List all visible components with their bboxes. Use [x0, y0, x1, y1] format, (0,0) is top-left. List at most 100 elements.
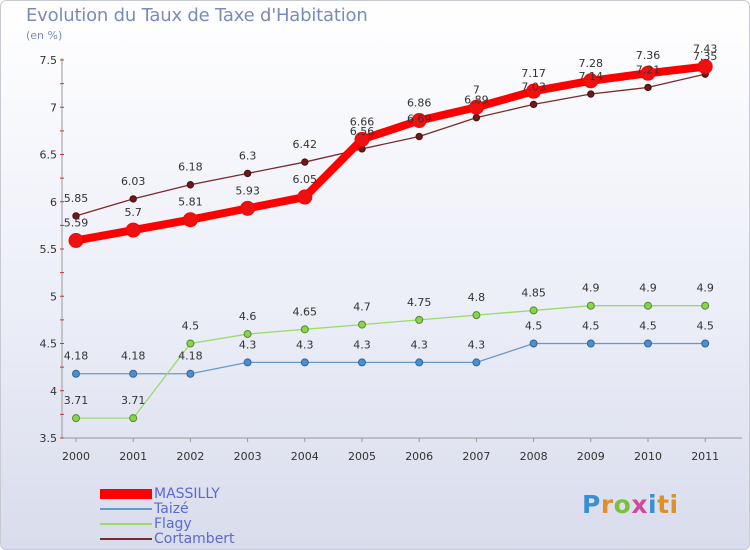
data-label-taiz: 4.5 [639, 320, 657, 333]
legend-swatch-taize [100, 508, 152, 510]
data-label-flagy: 4.85 [521, 286, 546, 299]
y-tick-label: 5 [50, 290, 57, 303]
legend-item-flagy: Flagy [100, 516, 192, 532]
data-label-massilly: 5.7 [124, 206, 142, 219]
data-label-cortambert: 6.3 [239, 149, 257, 162]
data-point-taiz [72, 369, 80, 378]
data-point-taiz [243, 358, 252, 367]
data-point-massilly [354, 131, 370, 147]
data-point-massilly [640, 65, 656, 81]
data-label-taiz: 4.3 [410, 338, 428, 351]
data-label-flagy: 4.75 [407, 296, 432, 309]
x-tick-label: 2000 [62, 450, 90, 463]
data-point-massilly [182, 212, 198, 228]
data-label-cortambert: 6.42 [293, 138, 318, 151]
data-label-massilly: 7 [473, 83, 480, 96]
data-point-taiz [644, 339, 652, 348]
series-line-taiz [75, 342, 706, 375]
x-tick-label: 2011 [691, 450, 719, 463]
series-line-massilly [72, 62, 710, 245]
data-label-flagy: 4.7 [353, 301, 371, 314]
data-label-massilly: 7.36 [636, 49, 661, 62]
x-tick-label: 2002 [176, 450, 204, 463]
data-point-flagy [586, 301, 595, 310]
data-point-cortambert [644, 83, 652, 92]
data-label-taiz: 4.5 [696, 320, 714, 333]
y-tick-label: 6.5 [40, 149, 58, 162]
data-point-taiz [472, 358, 481, 367]
data-label-massilly: 7.28 [579, 57, 604, 70]
legend-swatch-cortambert [100, 538, 152, 540]
chart-title: Evolution du Taux de Taxe d'Habitation [26, 5, 368, 26]
x-tick-label: 2003 [234, 450, 262, 463]
data-label-cortambert: 5.85 [64, 192, 89, 205]
data-label-cortambert: 7.21 [636, 63, 661, 76]
data-label-flagy: 4.8 [468, 291, 486, 304]
series-line-cortambert [75, 73, 706, 217]
data-label-taiz: 4.3 [296, 338, 314, 351]
data-label-cortambert: 6.03 [121, 175, 146, 188]
y-tick-label: 6 [50, 196, 57, 209]
x-tick-label: 2008 [520, 450, 548, 463]
data-point-cortambert [129, 195, 137, 203]
data-label-massilly: 7.17 [521, 67, 546, 80]
data-point-massilly [125, 222, 141, 238]
legend-label-flagy: Flagy [154, 516, 192, 532]
data-point-taiz [358, 358, 366, 367]
data-label-massilly: 5.81 [178, 196, 203, 209]
data-label-flagy: 4.65 [293, 305, 318, 318]
series-line-flagy [75, 305, 706, 419]
data-label-flagy: 3.71 [64, 394, 89, 407]
x-tick-label: 2010 [634, 450, 662, 463]
data-point-massilly [240, 200, 256, 216]
data-point-flagy [529, 306, 538, 315]
data-point-cortambert [301, 158, 309, 166]
data-point-massilly [297, 189, 313, 205]
x-tick-label: 2007 [462, 450, 490, 463]
data-label-cortambert: 6.69 [407, 113, 432, 126]
data-point-flagy [415, 315, 424, 324]
y-tick-label: 7.5 [40, 54, 58, 67]
data-label-massilly: 6.86 [407, 96, 432, 109]
data-point-taiz [529, 339, 538, 348]
chart-unit: (en %) [26, 29, 63, 42]
data-label-flagy: 4.6 [239, 310, 257, 323]
legend-item-taize: Taizé [100, 501, 189, 517]
data-label-taiz: 4.3 [468, 338, 486, 351]
data-point-taiz [415, 358, 424, 367]
legend-label-massilly: MASSILLY [154, 486, 220, 502]
data-label-cortambert: 6.89 [464, 94, 489, 107]
data-point-taiz [300, 358, 309, 367]
data-label-flagy: 4.9 [696, 282, 714, 295]
data-point-massilly [697, 59, 713, 75]
y-tick-label: 7 [50, 101, 57, 114]
data-point-cortambert [587, 90, 595, 98]
data-point-cortambert [529, 100, 538, 109]
data-label-cortambert: 7.14 [579, 70, 604, 83]
x-tick-label: 2005 [348, 450, 376, 463]
data-point-cortambert [72, 212, 80, 220]
data-label-massilly: 7.43 [693, 43, 718, 56]
data-label-flagy: 4.9 [582, 282, 600, 295]
data-label-taiz: 4.18 [178, 350, 203, 363]
data-label-massilly: 6.05 [293, 173, 318, 186]
data-point-flagy [701, 301, 710, 310]
data-point-cortambert [186, 181, 195, 189]
data-point-cortambert [415, 132, 423, 141]
legend-label-taize: Taizé [154, 501, 189, 517]
data-point-massilly [411, 112, 427, 128]
x-tick-label: 2001 [119, 450, 147, 463]
data-point-massilly [468, 99, 484, 115]
x-tick-label: 2006 [405, 450, 433, 463]
data-point-flagy [300, 325, 309, 334]
data-label-cortambert: 7.03 [521, 80, 546, 93]
data-label-taiz: 4.3 [239, 338, 257, 351]
data-label-taiz: 4.18 [121, 350, 146, 363]
legend-swatch-flagy [100, 523, 152, 525]
data-point-flagy [358, 320, 366, 329]
data-label-taiz: 4.3 [353, 338, 371, 351]
data-point-taiz [186, 369, 195, 378]
data-label-cortambert: 7.35 [693, 50, 718, 63]
data-point-flagy [129, 414, 138, 423]
